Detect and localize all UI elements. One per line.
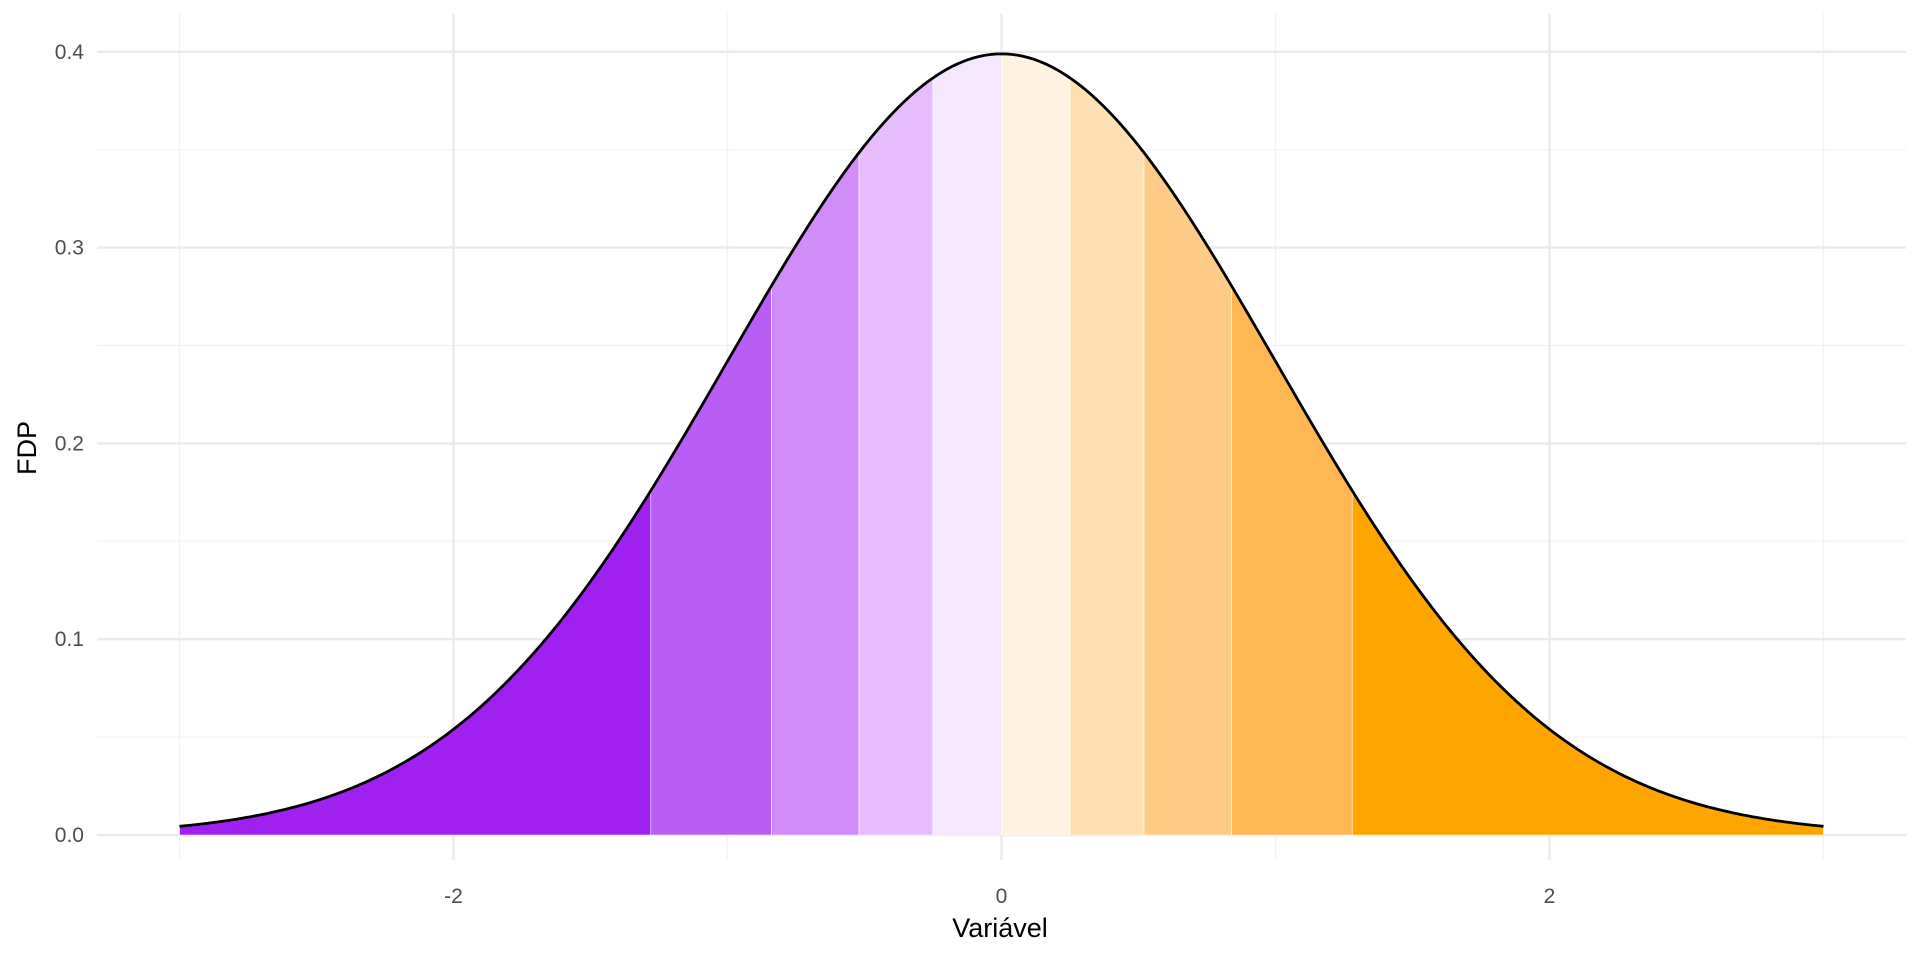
band-2 xyxy=(650,284,772,836)
density-curve xyxy=(179,52,1824,828)
x-tick-label: 2 xyxy=(1544,885,1556,908)
band-7 xyxy=(1069,77,1145,836)
x-axis-title: Variável xyxy=(952,913,1048,943)
shaded-bands xyxy=(179,53,1824,836)
y-tick-label: 0.4 xyxy=(55,41,85,64)
y-tick-label: 0.3 xyxy=(55,237,84,260)
band-6 xyxy=(1001,53,1071,836)
y-tick-label: 0.1 xyxy=(55,628,84,651)
x-axis-ticks: -2 0 2 xyxy=(444,885,1555,908)
band-1 xyxy=(179,489,652,836)
y-axis-title: FDP xyxy=(12,421,42,475)
band-4 xyxy=(858,77,934,836)
band-9 xyxy=(1231,284,1353,836)
band-5 xyxy=(932,53,1002,836)
band-10 xyxy=(1351,489,1824,836)
y-tick-label: 0.0 xyxy=(55,824,84,847)
band-8 xyxy=(1143,151,1232,836)
x-tick-label: 0 xyxy=(996,885,1008,908)
y-tick-label: 0.2 xyxy=(55,432,84,455)
y-axis-ticks: 0.0 0.1 0.2 0.3 0.4 xyxy=(55,41,85,847)
band-3 xyxy=(771,151,860,836)
x-tick-label: -2 xyxy=(444,885,463,908)
